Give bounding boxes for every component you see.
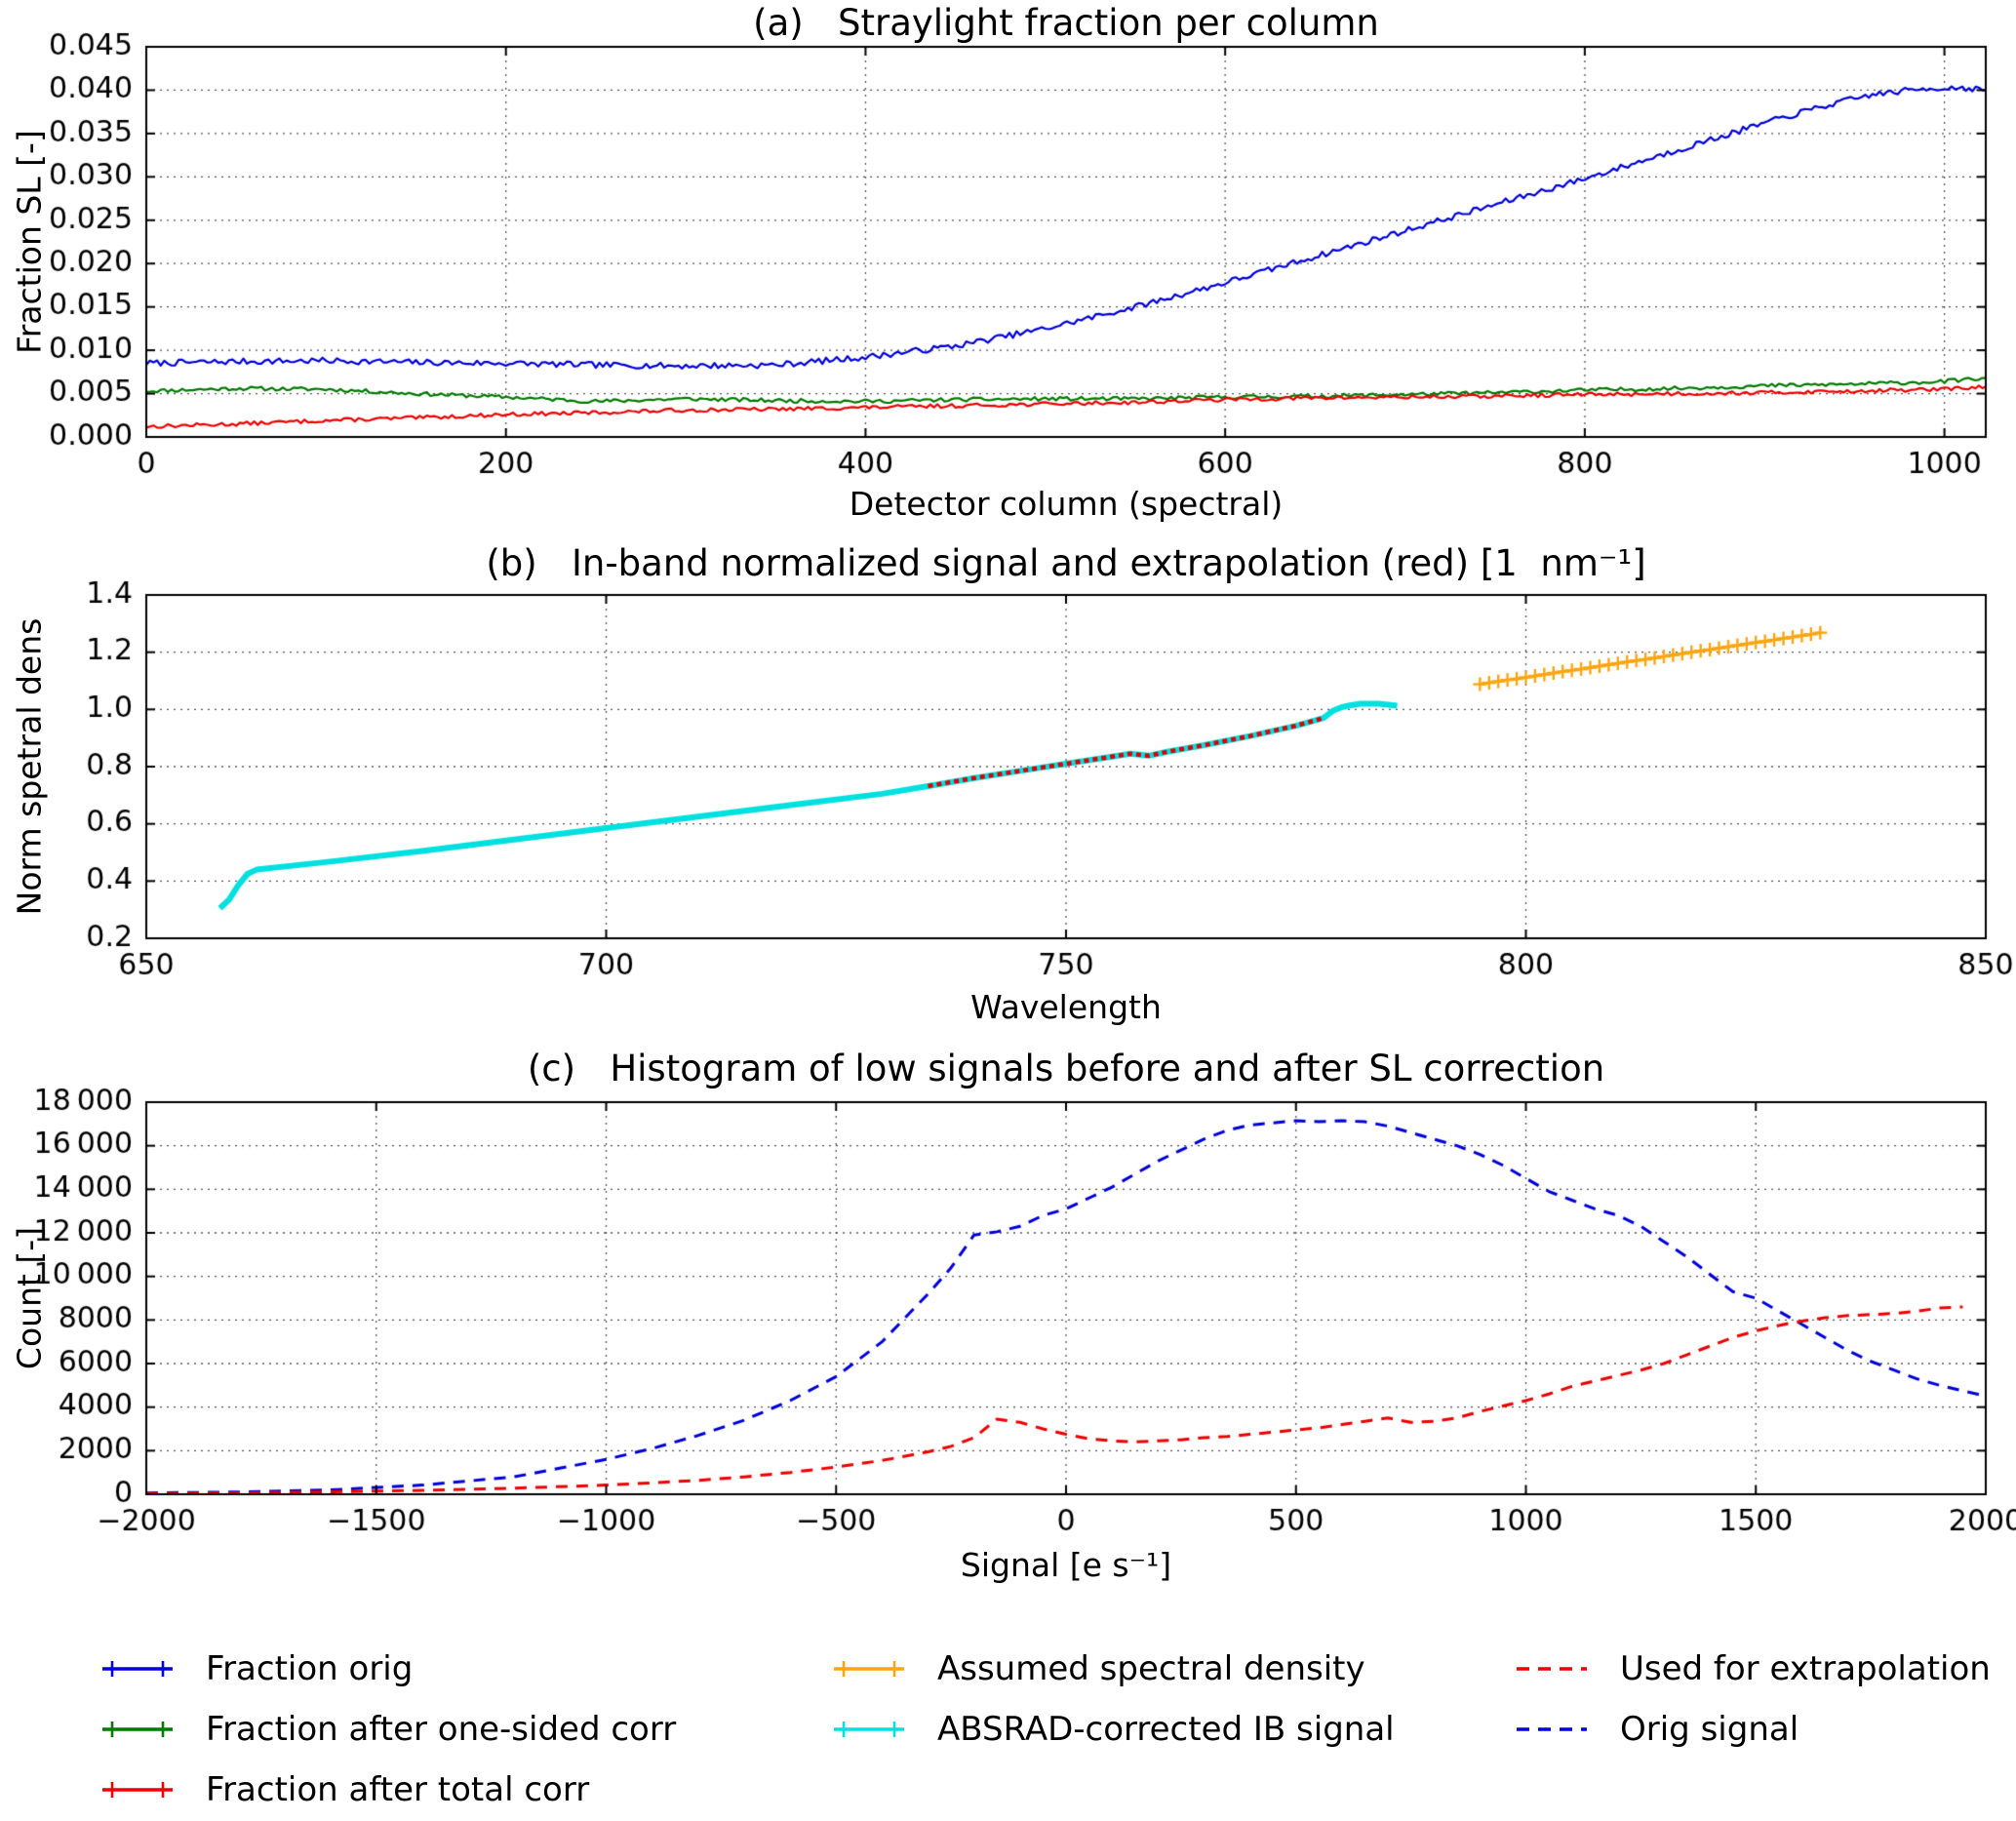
chart-b-ylabel: Norm spetral dens: [10, 617, 49, 916]
legend-dashed-line-sample: [1517, 1667, 1587, 1671]
legend-item-label: ABSRAD-corrected IB signal: [937, 1710, 1395, 1749]
chart-a-title: (a) Straylight fraction per column: [753, 2, 1379, 44]
legend-column-2: Used for extrapolation Orig signal: [1515, 1639, 1991, 1760]
legend-item-label: Orig signal: [1620, 1710, 1799, 1749]
legend-item: Assumed spectral density: [832, 1639, 1395, 1699]
chart-a-xlabel: Detector column (spectral): [849, 485, 1284, 523]
legend-line-sample: [834, 1661, 904, 1677]
legend-line-sample: [102, 1722, 173, 1737]
legend-item-label: Used for extrapolation: [1620, 1649, 1991, 1688]
chart-b-title: (b) In-band normalized signal and extrap…: [486, 542, 1646, 584]
chart-a-plot-area: [146, 47, 1986, 437]
legend-item-label: Fraction orig: [206, 1649, 414, 1688]
chart-c-plot-area: [146, 1102, 1986, 1494]
legend-item-label: Assumed spectral density: [937, 1649, 1365, 1688]
legend-line-sample: [834, 1722, 904, 1737]
legend-item: Fraction after total corr: [100, 1760, 676, 1820]
chart-c-title: (c) Histogram of low signals before and …: [527, 1048, 1605, 1089]
legend-column-1: Assumed spectral density ABSRAD-corrected…: [832, 1639, 1395, 1760]
legend-item: Orig signal: [1515, 1699, 1991, 1760]
legend-line-sample: [102, 1661, 173, 1677]
legend-item: Used for extrapolation: [1515, 1639, 1991, 1699]
legend-column-0: Fraction orig Fraction after one-sided co…: [100, 1639, 676, 1820]
chart-a-ylabel: Fraction SL [-]: [10, 130, 49, 354]
legend-item: Fraction orig: [100, 1639, 676, 1699]
legend: Fraction orig Fraction after one-sided co…: [0, 1631, 2016, 1821]
chart-c-ylabel: Count [-]: [10, 1226, 49, 1370]
legend-item: Fraction after one-sided corr: [100, 1699, 676, 1760]
chart-c-xlabel: Signal [e s⁻¹]: [960, 1546, 1172, 1584]
chart-b-plot-area: [146, 595, 1986, 938]
legend-item: ABSRAD-corrected IB signal: [832, 1699, 1395, 1760]
legend-dashed-line-sample: [1517, 1727, 1587, 1731]
legend-item-label: Fraction after total corr: [206, 1770, 590, 1809]
legend-line-sample: [102, 1782, 173, 1798]
chart-b-xlabel: Wavelength: [970, 988, 1162, 1026]
legend-item-label: Fraction after one-sided corr: [206, 1710, 677, 1749]
